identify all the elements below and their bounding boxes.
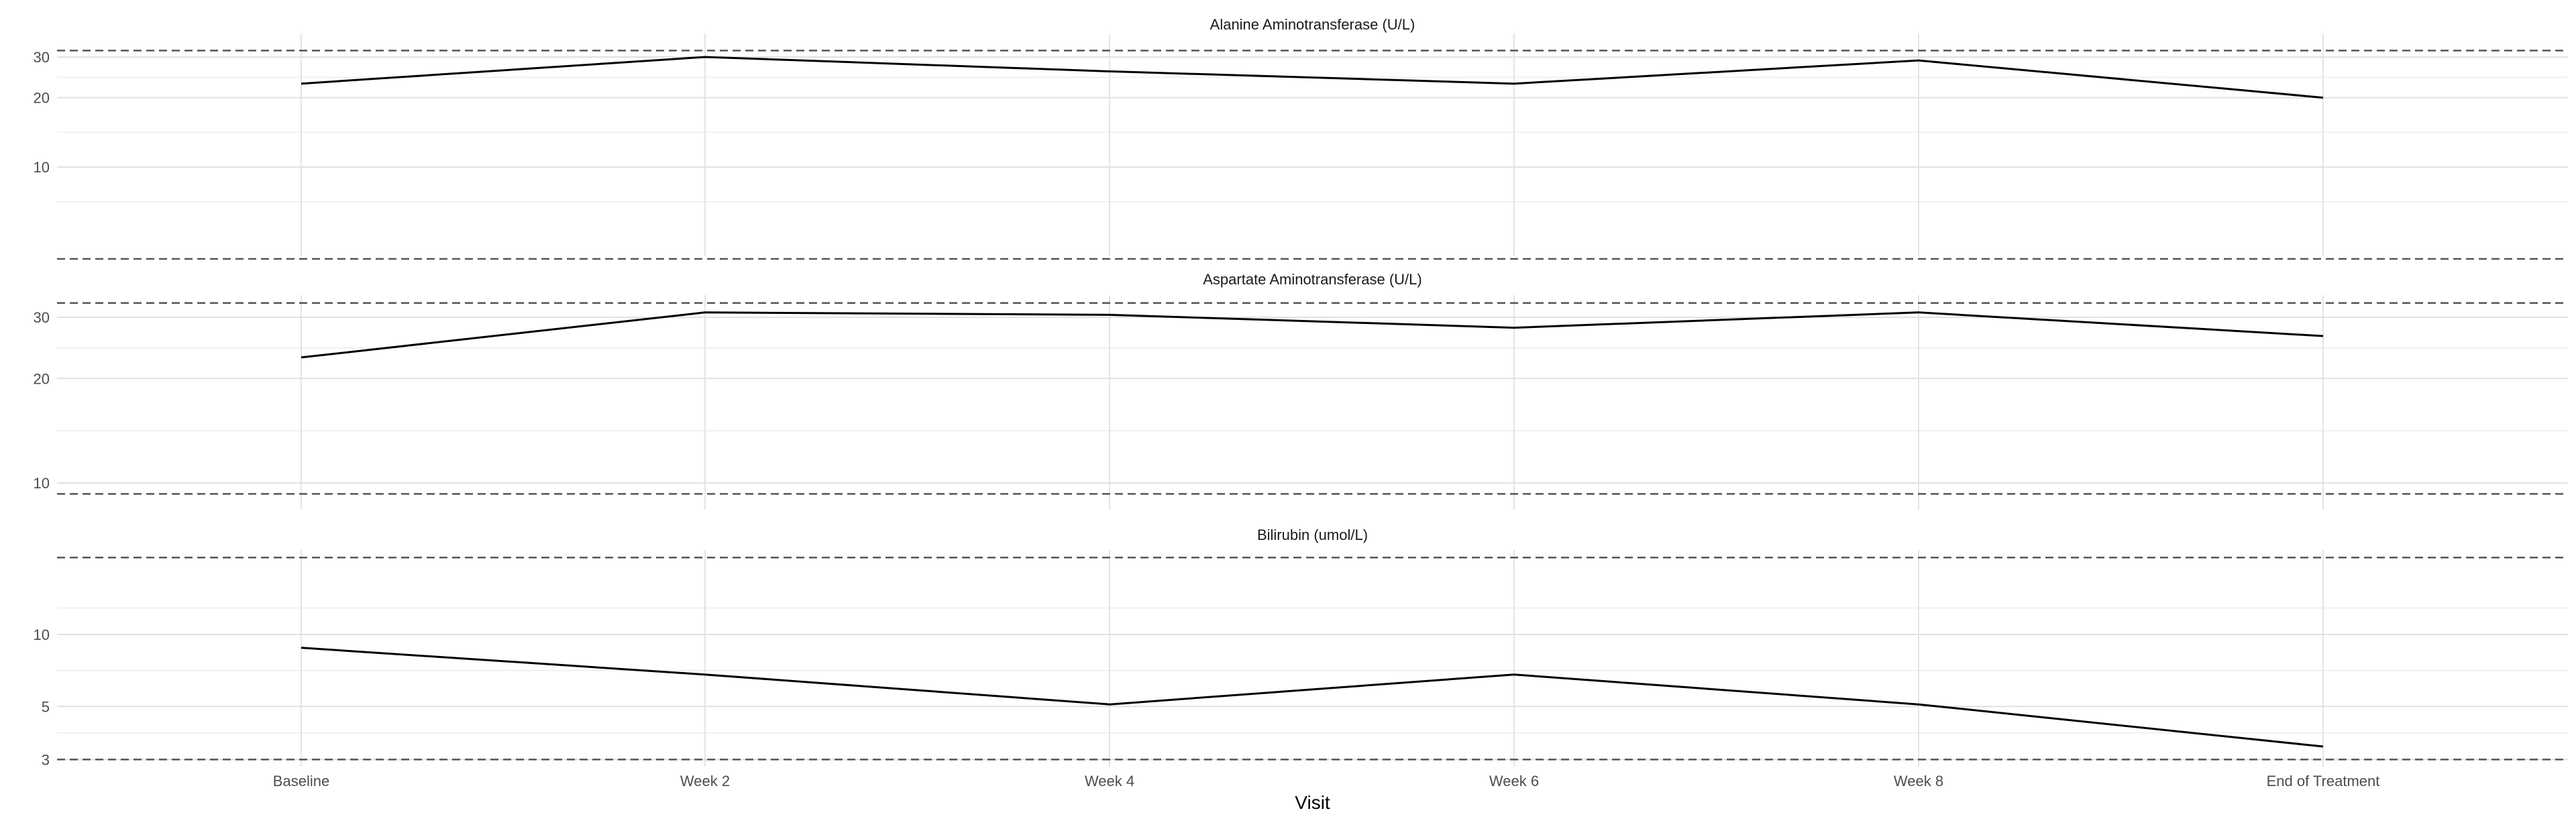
x-tick-label: Baseline <box>273 773 329 789</box>
series-line <box>301 647 2324 748</box>
x-tick-label: Week 8 <box>1894 773 1943 789</box>
x-tick-label: End of Treatment <box>2267 773 2380 789</box>
y-tick-label: 30 <box>34 309 50 326</box>
y-tick-label: 20 <box>34 90 50 107</box>
series-line <box>301 311 2324 359</box>
x-tick-label: Week 4 <box>1085 773 1134 789</box>
x-axis-title: Visit <box>1295 792 1330 813</box>
x-tick-label: Week 6 <box>1489 773 1539 789</box>
series-line <box>301 56 2324 99</box>
panel-title: Bilirubin (umol/L) <box>1257 527 1368 543</box>
y-tick-label: 5 <box>42 698 50 715</box>
y-tick-label: 10 <box>34 475 50 492</box>
y-tick-label: 10 <box>34 159 50 176</box>
y-tick-label: 3 <box>42 751 50 768</box>
x-tick-label: Week 2 <box>680 773 730 789</box>
y-tick-label: 20 <box>34 370 50 387</box>
y-tick-label: 30 <box>34 49 50 66</box>
panel-title: Aspartate Aminotransferase (U/L) <box>1203 271 1421 288</box>
panel-title: Alanine Aminotransferase (U/L) <box>1210 16 1415 33</box>
y-tick-label: 10 <box>34 626 50 643</box>
